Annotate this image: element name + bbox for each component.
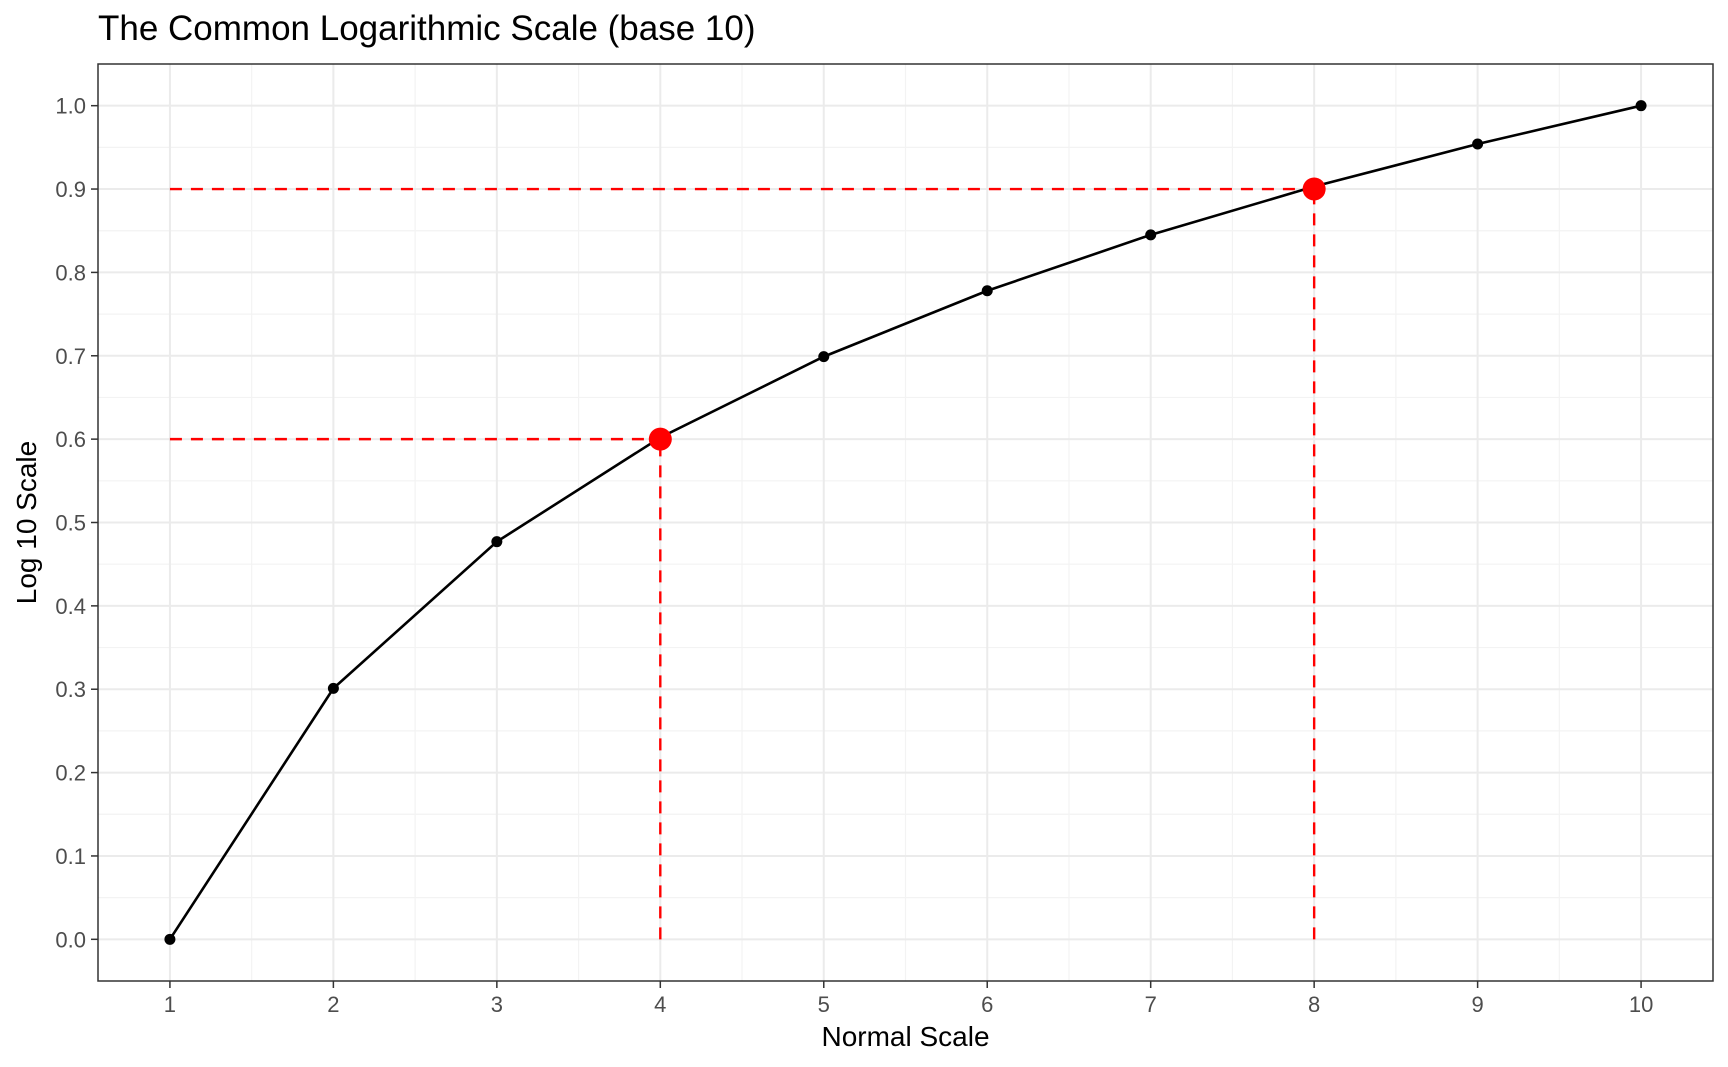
chart-title: The Common Logarithmic Scale (base 10): [98, 9, 756, 48]
y-tick-label: 0.8: [55, 260, 86, 285]
y-tick-label: 0.2: [55, 761, 86, 786]
x-tick-label: 10: [1629, 992, 1653, 1017]
x-tick-label: 6: [981, 992, 993, 1017]
plot-panel: [97, 63, 1714, 982]
x-tick-label: 3: [491, 992, 503, 1017]
data-point: [1145, 229, 1157, 241]
y-axis: 0.0 0.1 0.2 0.3 0.4 0.5 0.6 0.7 0.8 0.9 1.0: [55, 94, 98, 952]
y-axis-title: Log 10 Scale: [11, 441, 42, 604]
y-tick-label: 0.7: [55, 344, 86, 369]
highlight-points: [648, 177, 1326, 451]
y-tick-label: 0.3: [55, 677, 86, 702]
data-point: [981, 285, 993, 297]
y-tick-label: 0.0: [55, 927, 86, 952]
data-point: [818, 351, 830, 363]
y-tick-label: 0.5: [55, 511, 86, 536]
x-tick-label: 4: [654, 992, 666, 1017]
series-line: [168, 104, 1642, 941]
data-point: [327, 682, 339, 694]
data-point: [1635, 100, 1647, 112]
x-tick-label: 2: [327, 992, 339, 1017]
y-tick-label: 0.6: [55, 427, 86, 452]
highlight-point: [1302, 177, 1326, 201]
y-tick-label: 1.0: [55, 94, 86, 119]
x-tick-label: 1: [164, 992, 176, 1017]
x-axis: 1 2 3 4 5 6 7 8 9 10: [164, 981, 1653, 1017]
x-tick-label: 9: [1471, 992, 1483, 1017]
data-point: [1472, 138, 1484, 150]
y-tick-label: 0.1: [55, 844, 86, 869]
reference-lines: [169, 187, 1316, 940]
y-tick-label: 0.4: [55, 594, 86, 619]
y-tick-label: 0.9: [55, 177, 86, 202]
x-tick-label: 8: [1308, 992, 1320, 1017]
data-point: [491, 536, 503, 548]
data-point: [164, 933, 176, 945]
x-tick-label: 5: [818, 992, 830, 1017]
x-axis-title: Normal Scale: [821, 1021, 989, 1052]
highlight-point: [648, 427, 672, 451]
x-tick-label: 7: [1145, 992, 1157, 1017]
